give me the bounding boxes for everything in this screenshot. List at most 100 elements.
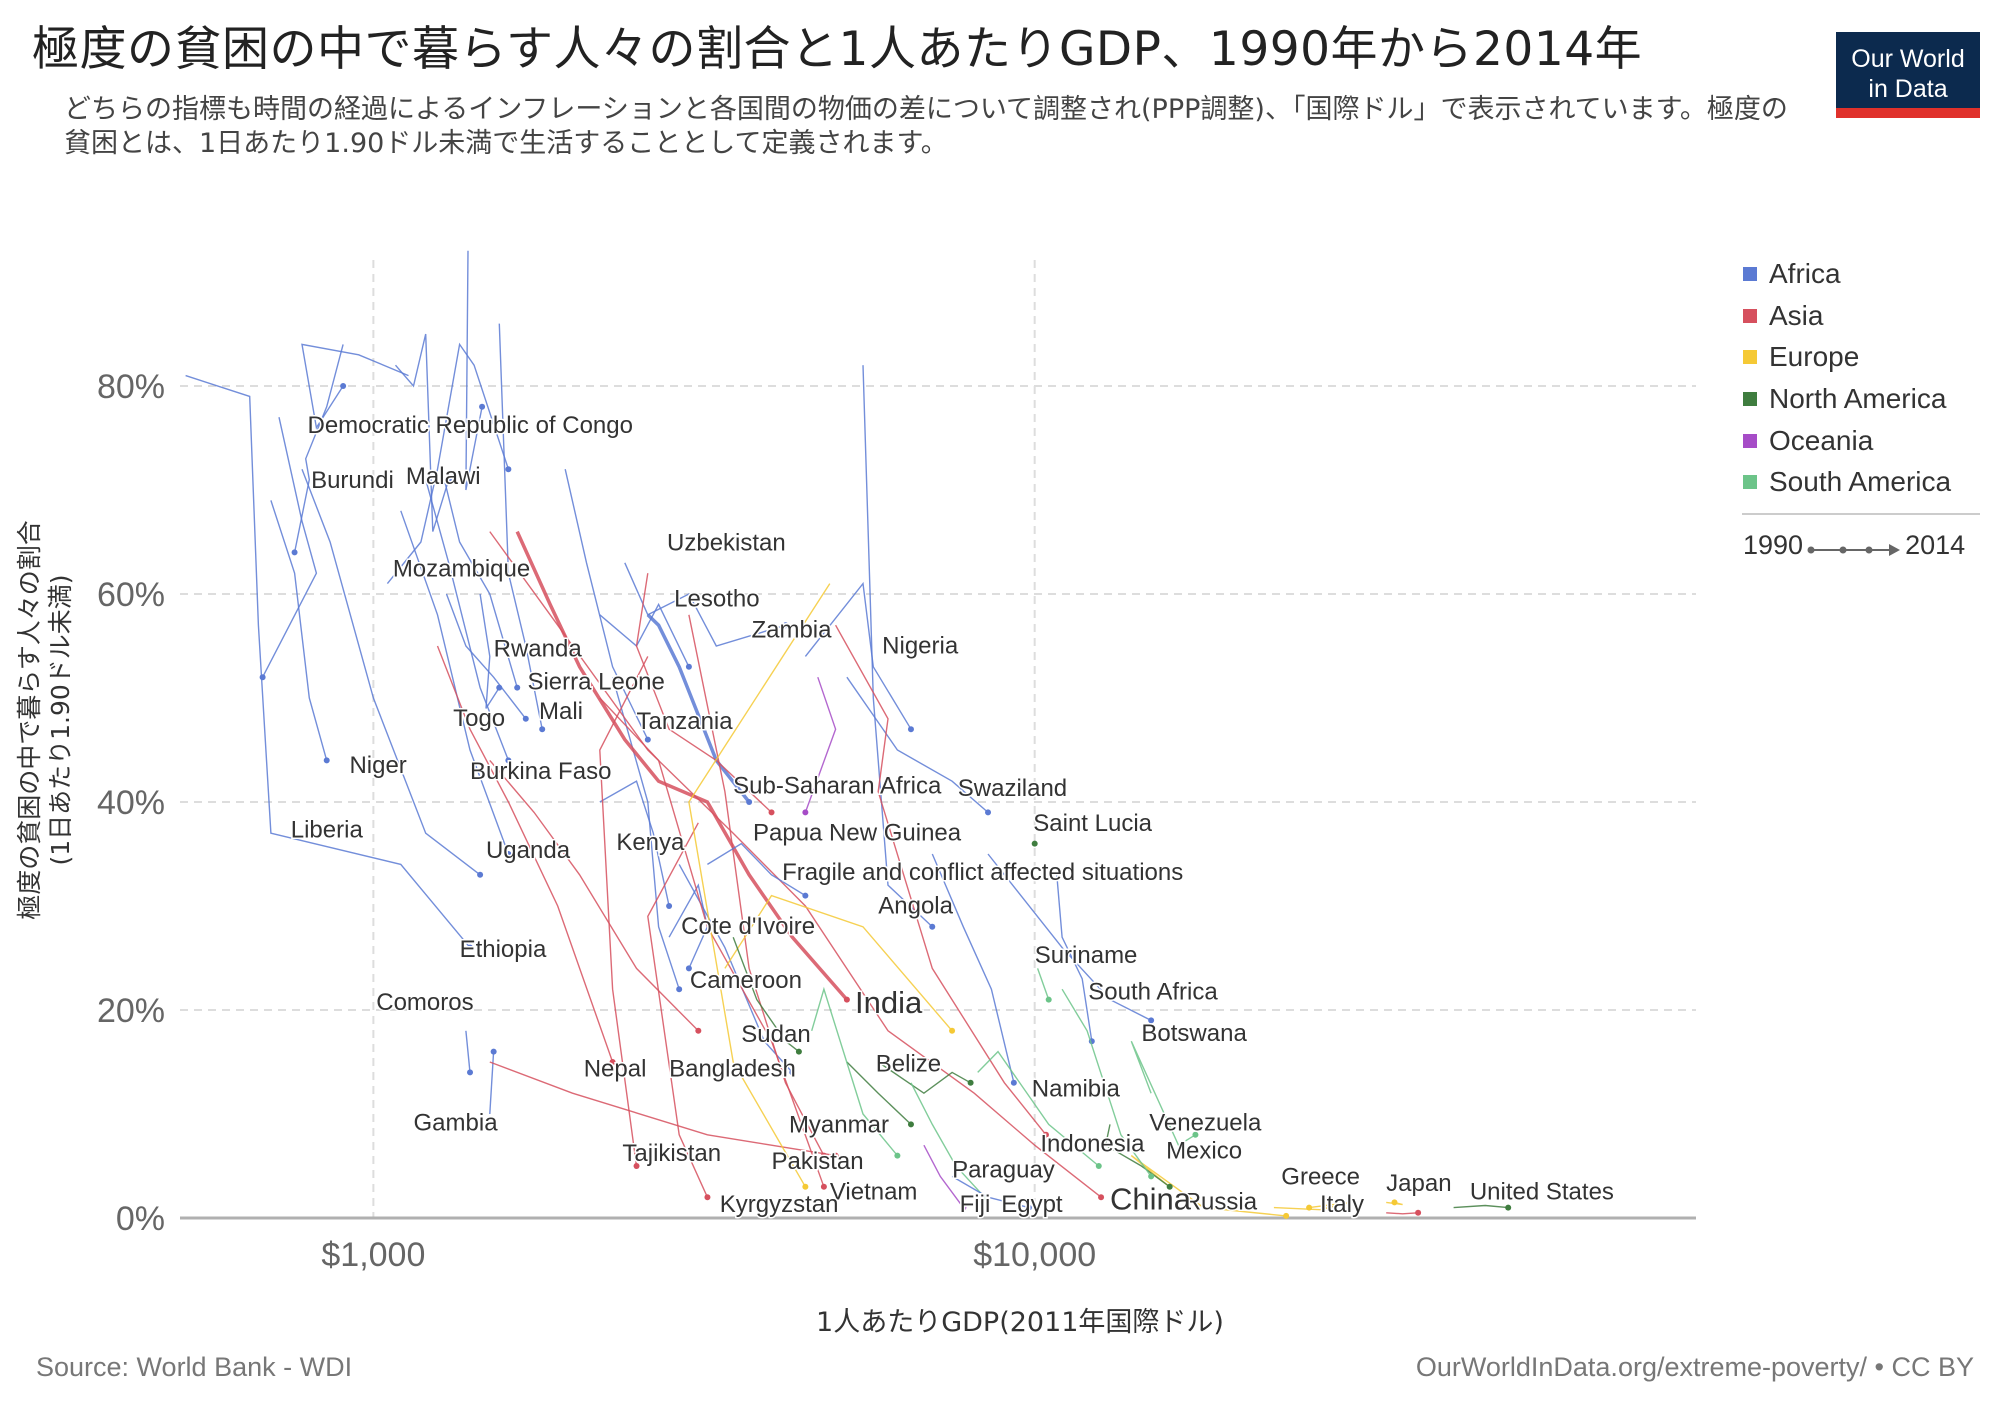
trail-paraguay — [910, 1082, 986, 1198]
label-liberia: Liberia — [291, 816, 364, 843]
trail-sub-saharan-africa — [646, 613, 751, 804]
endpoint-botswana — [1148, 1017, 1155, 1024]
trail-vietnam — [599, 697, 825, 1188]
trail-honduras — [732, 936, 800, 1053]
label-vietnam: Vietnam — [830, 1178, 918, 1205]
label-tajikistan: Tajikistan — [622, 1140, 721, 1167]
label-united-states: United States — [1470, 1178, 1614, 1205]
label-italy: Italy — [1320, 1191, 1364, 1218]
legend-item-asia[interactable]: Asia — [1743, 295, 1951, 337]
trail-russia — [1130, 1155, 1287, 1217]
endpoint-tanzania — [644, 736, 651, 743]
label-uganda: Uganda — [486, 837, 571, 864]
y-axis-label-line-2: (1日あたり1.90ドル未満) — [46, 574, 75, 866]
trail-liberia — [185, 374, 471, 949]
time-legend: 1990 2014 — [1743, 530, 1965, 561]
label-greece: Greece — [1281, 1164, 1360, 1191]
label-namibia: Namibia — [1032, 1075, 1121, 1102]
label-cameroon: Cameroon — [690, 967, 802, 994]
license-link[interactable]: OurWorldInData.org/extreme-poverty/ • CC… — [1415, 1352, 1974, 1382]
endpoint-zambia — [782, 622, 789, 629]
series-group — [185, 250, 1512, 1219]
endpoint-myanmar — [832, 1152, 839, 1159]
trail-ethiopia — [301, 468, 481, 876]
legend-item-oceania[interactable]: Oceania — [1743, 420, 1951, 462]
grid — [180, 260, 1696, 1218]
endpoint-egypt — [1025, 1204, 1032, 1211]
endpoint-italy — [1391, 1199, 1398, 1206]
endpoint-united-states — [1505, 1204, 1512, 1211]
endpoint-mali — [539, 726, 546, 733]
legend-item-africa[interactable]: Africa — [1743, 253, 1951, 295]
label-papua-new-guinea: Papua New Guinea — [753, 819, 962, 846]
endpoint-vietnam — [820, 1183, 827, 1190]
endpoint-honduras — [795, 1048, 802, 1055]
legend-swatch-oceania — [1743, 433, 1757, 448]
label-niger: Niger — [349, 752, 406, 779]
label-india: India — [855, 985, 923, 1020]
legend-label-oceania: Oceania — [1769, 424, 1874, 456]
trail-burkina-faso — [425, 479, 510, 761]
chart-title: 極度の貧困の中で暮らす人々の割合と1人あたりGDP、1990年から2014年 — [32, 22, 1643, 77]
endpoint-guatemala — [907, 1121, 914, 1128]
legend-item-south-america[interactable]: South America — [1743, 461, 1951, 503]
trail-tajikistan — [599, 656, 649, 1167]
endpoint-liberia — [467, 944, 474, 951]
trail-nepal — [436, 645, 614, 1063]
label-saint-lucia: Saint Lucia — [1033, 810, 1152, 837]
label-rwanda: Rwanda — [494, 635, 583, 662]
legend-label-north-america: North America — [1769, 382, 1947, 414]
label-mali: Mali — [539, 698, 583, 725]
trail-egypt — [951, 1175, 1030, 1209]
endpoint-india — [843, 996, 850, 1003]
x-tick-label: $10,000 — [973, 1236, 1096, 1274]
endpoint-kyrgyzstan — [704, 1194, 711, 1201]
endpoint-kenya — [666, 903, 673, 909]
label-mexico: Mexico — [1166, 1138, 1242, 1165]
time-legend-end: 2014 — [1905, 530, 1966, 560]
endpoint-china — [1098, 1194, 1105, 1201]
label-angola: Angola — [878, 892, 953, 919]
label-botswana: Botswana — [1141, 1020, 1247, 1047]
legend-item-north-america[interactable]: North America — [1743, 378, 1951, 420]
legend-item-europe[interactable]: Europe — [1743, 336, 1951, 378]
trail-united-states — [1453, 1204, 1509, 1209]
endpoint-uganda — [505, 851, 512, 857]
label-egypt: Egypt — [1001, 1191, 1063, 1218]
trail-kenya — [599, 780, 670, 907]
trail-namibia — [931, 853, 1015, 1083]
owid-logo[interactable]: Our World in Data — [1836, 32, 1980, 118]
label-nigeria: Nigeria — [882, 632, 959, 659]
endpoint-nigeria — [907, 726, 914, 733]
chart-subtitle: どちらの指標も時間の経過によるインフレーションと各国間の物価の差について調整され… — [64, 94, 1788, 159]
endpoint-fragile-and-conflict-affected-situations — [802, 892, 809, 899]
trail-comoros — [465, 1030, 471, 1073]
trail-myanmar — [489, 1061, 836, 1157]
legend-label-south-america: South America — [1769, 466, 1952, 498]
label-bangladesh: Bangladesh — [669, 1056, 796, 1083]
logo-line-1: Our World — [1851, 45, 1965, 73]
label-japan: Japan — [1386, 1170, 1451, 1197]
legend-swatch-europe — [1743, 350, 1757, 365]
y-axis-label-line-1: 極度の貧困の中で暮らす人々の割合 — [15, 520, 44, 920]
y-tick-label: 40% — [97, 784, 165, 822]
trail-colombia — [977, 1050, 1100, 1167]
legend-swatch-south-america — [1743, 475, 1757, 490]
label-belize: Belize — [876, 1050, 941, 1077]
trail-moldova — [688, 583, 831, 1188]
endpoint-sudan — [789, 1069, 796, 1076]
endpoint-comoros — [467, 1069, 474, 1076]
endpoint-niger — [323, 757, 330, 764]
trail-indonesia — [834, 624, 1047, 1136]
trail-fragile-and-conflict-affected-situations — [707, 842, 806, 897]
y-tick-label: 20% — [97, 992, 165, 1030]
label-sub-saharan-africa: Sub-Saharan Africa — [733, 773, 942, 800]
source-note[interactable]: Source: World Bank - WDI — [36, 1352, 353, 1382]
trail-mali — [498, 323, 543, 730]
endpoint-sub-saharan-africa — [746, 799, 753, 805]
trail-china — [489, 531, 1102, 1198]
legend-swatch-north-america — [1743, 391, 1757, 406]
endpoint-gambia — [490, 1048, 497, 1055]
endpoint-indonesia — [1042, 1131, 1049, 1138]
